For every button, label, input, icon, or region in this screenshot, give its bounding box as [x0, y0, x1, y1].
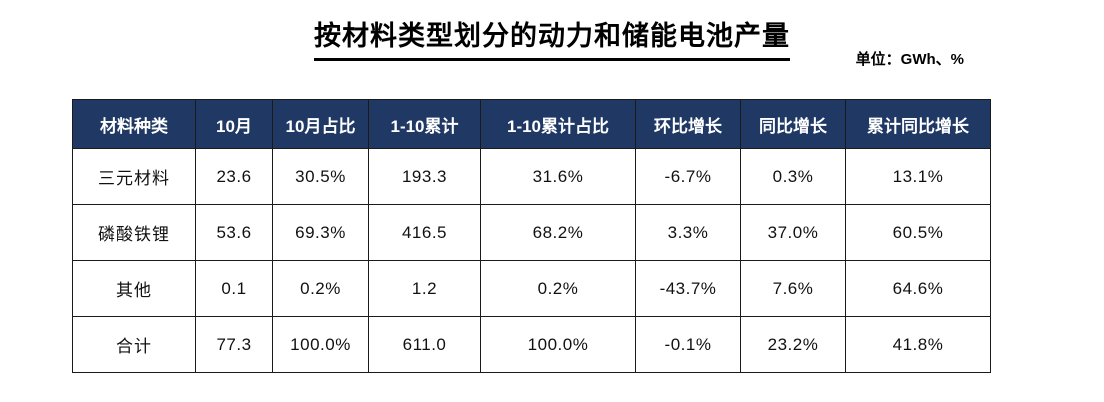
- header-row: 材料种类 10月 10月占比 1-10累计 1-10累计占比 环比增长 同比增长…: [72, 99, 991, 149]
- table-cell: 64.6%: [845, 260, 991, 317]
- table-cell: 193.3: [368, 148, 481, 205]
- table-cell: -0.1%: [635, 316, 741, 373]
- unit-label: 单位：GWh、%: [855, 51, 964, 68]
- column-header-cumulative-yoy-growth: 累计同比增长: [845, 99, 991, 149]
- table-body: 三元材料 23.6 30.5% 193.3 31.6% -6.7% 0.3% 1…: [72, 148, 991, 373]
- column-header-october-share: 10月占比: [272, 99, 369, 149]
- table-cell: 31.6%: [480, 148, 636, 205]
- table-header: 材料种类 10月 10月占比 1-10累计 1-10累计占比 环比增长 同比增长…: [72, 99, 991, 149]
- table-cell: 0.2%: [480, 260, 636, 317]
- table-cell: -6.7%: [635, 148, 741, 205]
- table-cell: 60.5%: [845, 204, 991, 261]
- table-cell: 611.0: [368, 316, 481, 373]
- table-cell: 37.0%: [740, 204, 846, 261]
- row-label: 磷酸铁锂: [72, 204, 196, 261]
- table-row-other: 其他 0.1 0.2% 1.2 0.2% -43.7% 7.6% 64.6%: [72, 260, 991, 317]
- table-row-total: 合计 77.3 100.0% 611.0 100.0% -0.1% 23.2% …: [72, 316, 991, 373]
- table-cell: 416.5: [368, 204, 481, 261]
- column-header-mom-growth: 环比增长: [635, 99, 741, 149]
- table-cell: 41.8%: [845, 316, 991, 373]
- row-label: 其他: [72, 260, 196, 317]
- table-cell: 30.5%: [272, 148, 369, 205]
- battery-production-table: 材料种类 10月 10月占比 1-10累计 1-10累计占比 环比增长 同比增长…: [72, 99, 991, 373]
- table-cell: 3.3%: [635, 204, 741, 261]
- table-cell: 23.2%: [740, 316, 846, 373]
- column-header-october: 10月: [195, 99, 273, 149]
- table-row-lfp: 磷酸铁锂 53.6 69.3% 416.5 68.2% 3.3% 37.0% 6…: [72, 204, 991, 261]
- table-cell: 0.2%: [272, 260, 369, 317]
- table-cell: -43.7%: [635, 260, 741, 317]
- table-cell: 53.6: [195, 204, 273, 261]
- column-header-cumulative-share: 1-10累计占比: [480, 99, 636, 149]
- table-cell: 13.1%: [845, 148, 991, 205]
- column-header-yoy-growth: 同比增长: [740, 99, 846, 149]
- table-cell: 7.6%: [740, 260, 846, 317]
- table-cell: 77.3: [195, 316, 273, 373]
- table-row-ternary: 三元材料 23.6 30.5% 193.3 31.6% -6.7% 0.3% 1…: [72, 148, 991, 205]
- table-cell: 100.0%: [272, 316, 369, 373]
- table-cell: 23.6: [195, 148, 273, 205]
- row-label: 合计: [72, 316, 196, 373]
- table-cell: 0.3%: [740, 148, 846, 205]
- table-cell: 69.3%: [272, 204, 369, 261]
- table-cell: 0.1: [195, 260, 273, 317]
- table-cell: 68.2%: [480, 204, 636, 261]
- table-cell: 1.2: [368, 260, 481, 317]
- row-label: 三元材料: [72, 148, 196, 205]
- page-title: 按材料类型划分的动力和储能电池产量: [314, 14, 790, 61]
- column-header-cumulative: 1-10累计: [368, 99, 481, 149]
- title-area: 按材料类型划分的动力和储能电池产量: [0, 0, 1104, 61]
- table-cell: 100.0%: [480, 316, 636, 373]
- column-header-material: 材料种类: [72, 99, 196, 149]
